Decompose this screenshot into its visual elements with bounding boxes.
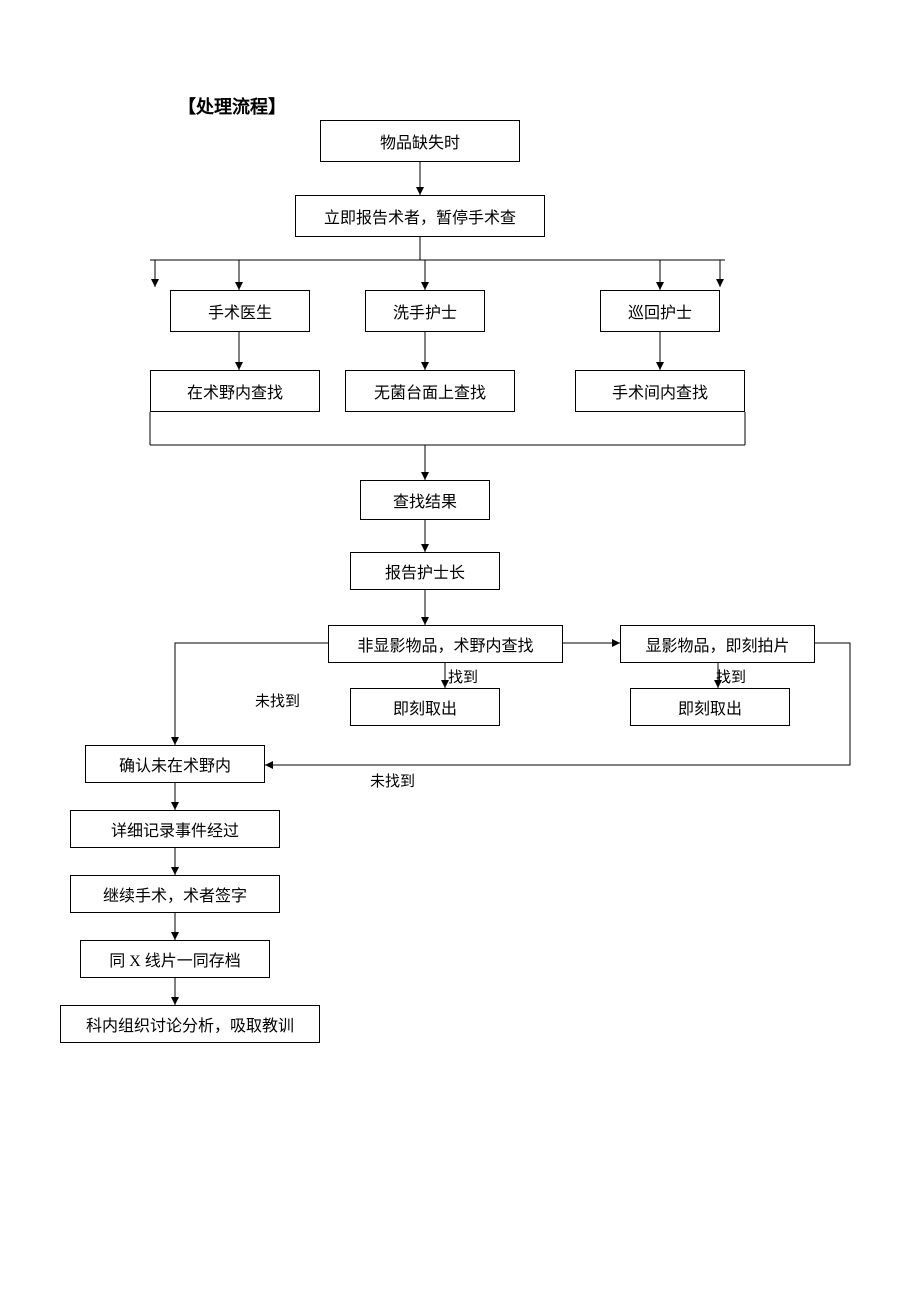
- label-found-mid: 找到: [448, 666, 478, 687]
- node-report: 立即报告术者，暂停手术查: [295, 195, 545, 237]
- node-non-radiopaque: 非显影物品，术野内查找: [328, 625, 563, 663]
- node-extract-2: 即刻取出: [630, 688, 790, 726]
- node-surgeon: 手术医生: [170, 290, 310, 332]
- node-discuss: 科内组织讨论分析，吸取教训: [60, 1005, 320, 1043]
- node-record: 详细记录事件经过: [70, 810, 280, 848]
- label-found-right: 找到: [716, 666, 746, 687]
- node-archive: 同 X 线片一同存档: [80, 940, 270, 978]
- label-notfound-left: 未找到: [255, 690, 300, 711]
- label-notfound-btm: 未找到: [370, 770, 415, 791]
- node-result: 查找结果: [360, 480, 490, 520]
- node-search-table: 无菌台面上查找: [345, 370, 515, 412]
- node-extract-1: 即刻取出: [350, 688, 500, 726]
- node-circulating-nurse: 巡回护士: [600, 290, 720, 332]
- node-confirm-absent: 确认未在术野内: [85, 745, 265, 783]
- node-continue-sign: 继续手术，术者签字: [70, 875, 280, 913]
- node-start: 物品缺失时: [320, 120, 520, 162]
- node-search-field: 在术野内查找: [150, 370, 320, 412]
- diagram-title: 【处理流程】: [178, 93, 286, 119]
- node-scrub-nurse: 洗手护士: [365, 290, 485, 332]
- node-report-head: 报告护士长: [350, 552, 500, 590]
- node-radiopaque: 显影物品，即刻拍片: [620, 625, 815, 663]
- node-search-room: 手术间内查找: [575, 370, 745, 412]
